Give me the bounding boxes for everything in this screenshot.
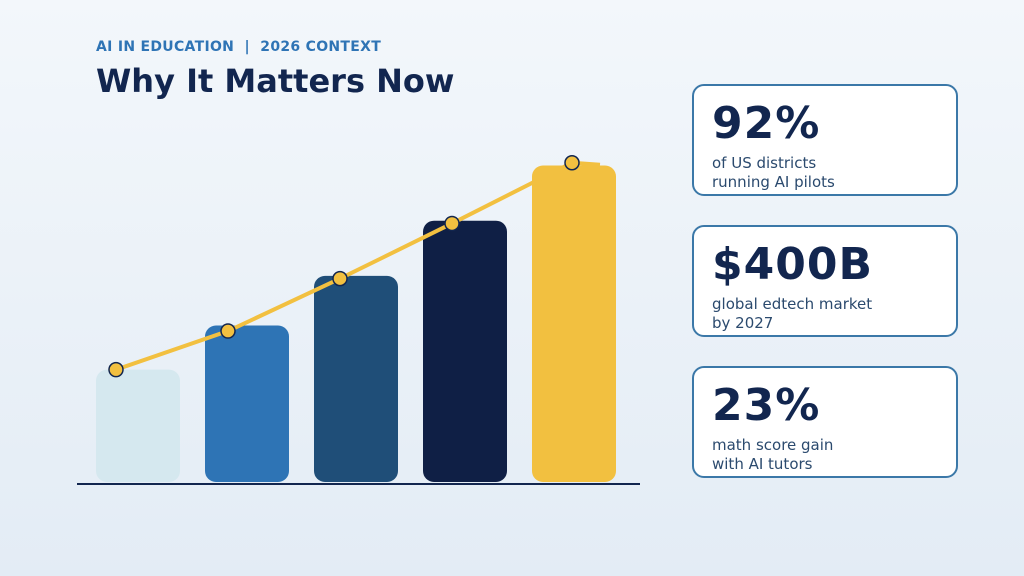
trend-point-3 <box>332 270 348 287</box>
stat-card-market: $400B global edtech market by 2027 <box>692 225 958 337</box>
trend-line-layer <box>108 155 601 378</box>
trend-point-5 <box>564 155 580 171</box>
stat-value: 92% <box>712 98 821 149</box>
stat-caption: global edtech market by 2027 <box>712 295 873 332</box>
stat-card-districts: 92% of US districts running AI pilots <box>692 84 958 196</box>
bar-5 <box>532 165 616 482</box>
section-kicker: AI IN EDUCATION | 2026 CONTEXT <box>96 39 382 55</box>
stat-value: $400B <box>712 239 873 290</box>
trend-point-2 <box>220 323 236 339</box>
bar-1 <box>96 369 180 482</box>
bar-3 <box>314 275 398 482</box>
trend-point-1 <box>108 361 124 378</box>
stat-card-math: 23% math score gain with AI tutors <box>692 366 958 478</box>
bar-chart <box>77 155 640 485</box>
bars-layer <box>96 165 616 483</box>
stat-value: 23% <box>712 380 821 431</box>
bar-2 <box>205 325 289 482</box>
stat-caption: math score gain with AI tutors <box>712 436 834 473</box>
page-title: Why It Matters Now <box>96 62 455 100</box>
stat-caption: of US districts running AI pilots <box>712 154 835 191</box>
trend-point-4 <box>444 215 460 232</box>
bar-4 <box>423 220 507 483</box>
